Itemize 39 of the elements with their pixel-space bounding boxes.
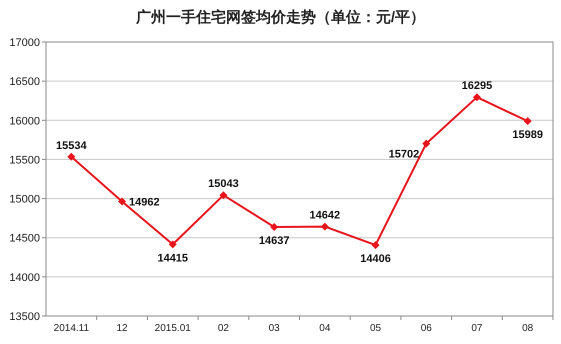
- point: [524, 117, 532, 126]
- data-label: 15043: [208, 178, 239, 190]
- data-label: 14637: [258, 234, 290, 247]
- data-label: 15989: [512, 129, 543, 142]
- point: [422, 140, 430, 148]
- data-label: 14406: [360, 253, 391, 266]
- x-tick-label: 12: [116, 323, 128, 334]
- y-tick-label: 16500: [9, 76, 40, 88]
- y-tick-label: 17000: [9, 37, 40, 49]
- point: [472, 93, 481, 102]
- point: [219, 191, 228, 200]
- data-label: 14642: [310, 210, 340, 222]
- data-label: 14962: [129, 196, 160, 209]
- x-tick-label: 07: [471, 323, 483, 334]
- x-tick-label: 2014.11: [54, 323, 90, 334]
- point: [168, 240, 177, 248]
- x-tick-label: 2015.01: [154, 323, 192, 334]
- x-tick-label: 06: [420, 323, 432, 334]
- y-tick-label: 14000: [9, 272, 40, 284]
- x-tick-label: 05: [370, 323, 382, 334]
- data-label: 15702: [388, 148, 420, 161]
- y-tick-label: 16000: [9, 115, 40, 128]
- x-tick-label: 02: [218, 323, 230, 334]
- data-label: 14415: [157, 252, 188, 264]
- point: [320, 222, 329, 231]
- chart-title: 广州一手住宅网签均价走势（单位：元/平）: [134, 8, 426, 26]
- point: [67, 152, 76, 161]
- y-tick-label: 13500: [9, 311, 40, 323]
- point: [270, 222, 278, 231]
- x-tick-label: 03: [268, 323, 280, 334]
- y-tick-label: 15000: [9, 194, 40, 206]
- data-label: 15534: [56, 140, 88, 152]
- x-tick-label: 08: [522, 323, 534, 334]
- x-tick-label: 04: [319, 323, 331, 334]
- point: [118, 198, 126, 206]
- y-tick-label: 14500: [9, 232, 40, 245]
- data-label: 16295: [462, 80, 492, 92]
- point: [372, 241, 380, 250]
- y-tick-label: 15500: [9, 154, 40, 166]
